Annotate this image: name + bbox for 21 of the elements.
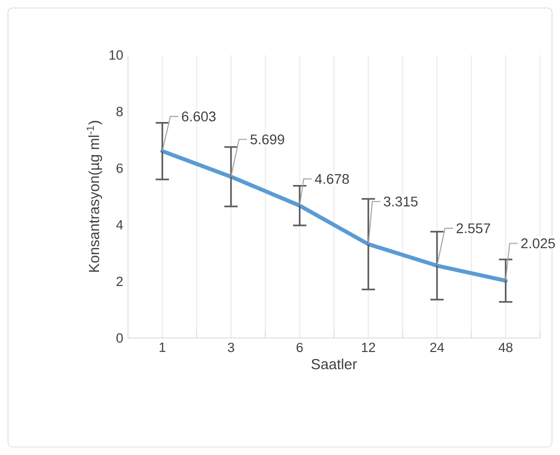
y-tick-label: 10 (110, 50, 123, 60)
data-label: 5.699 (250, 134, 284, 144)
data-label: 2.025 (521, 238, 555, 248)
y-tick-label: 4 (116, 220, 123, 230)
x-tick-label: 1 (160, 342, 166, 352)
x-tick-label: 48 (498, 342, 512, 352)
x-tick-label: 24 (430, 342, 444, 352)
data-label: 3.315 (384, 196, 418, 206)
x-axis-title: Saatler (312, 358, 357, 370)
y-tick-label: 2 (116, 276, 123, 286)
x-tick-label: 3 (228, 342, 234, 352)
y-tick-label: 0 (116, 333, 123, 343)
data-label: 6.603 (182, 112, 216, 122)
line-series (160, 149, 508, 283)
x-tick-label: 12 (362, 342, 376, 352)
y-tick-label: 8 (116, 106, 123, 116)
data-label: 2.557 (456, 223, 490, 234)
x-tick-label: 6 (296, 342, 303, 352)
data-label: 4.678 (314, 174, 349, 184)
y-axis-title: Konsantrasyon(µg ml$^{-1}$) (86, 120, 102, 272)
y-tick-label: 6 (116, 164, 123, 173)
